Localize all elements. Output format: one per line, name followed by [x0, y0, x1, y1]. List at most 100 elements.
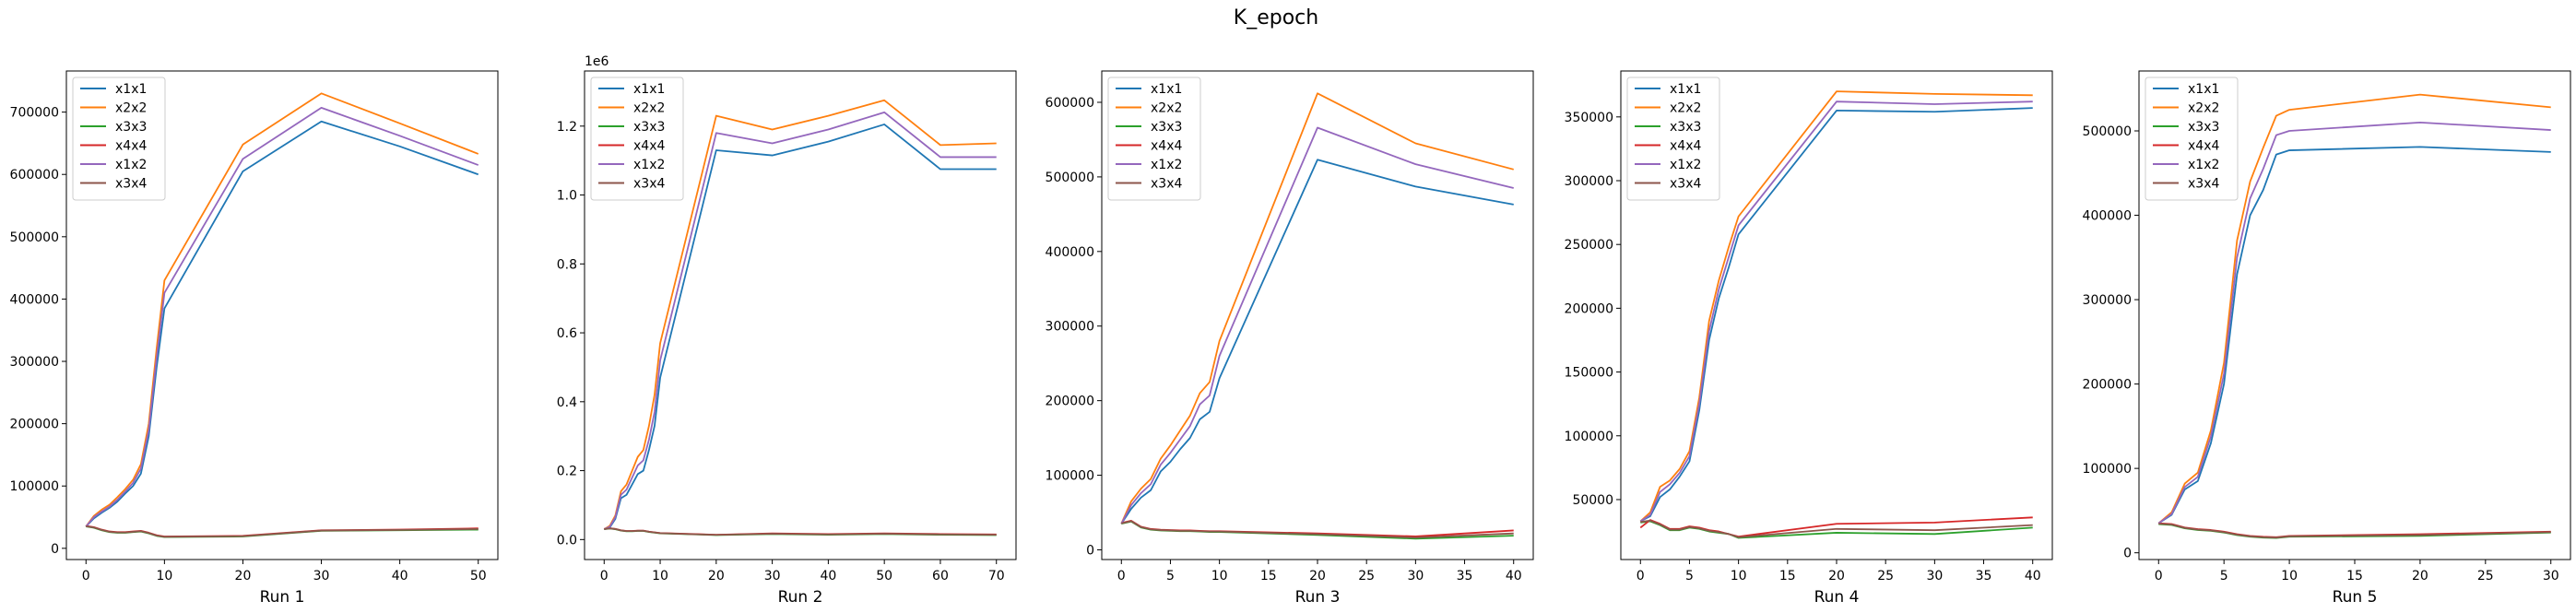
x-tick-label: 60: [932, 569, 949, 584]
series-line-x1x1: [1120, 159, 1514, 525]
y-tick-label: 300000: [2083, 293, 2132, 308]
legend-label-x4x4: x4x4: [1670, 139, 1701, 154]
y-tick-label: 50000: [1572, 493, 1613, 508]
legend-label-x3x3: x3x3: [1151, 120, 1182, 135]
y-tick-label: 250000: [1565, 238, 1613, 253]
y-tick-label: 0: [51, 542, 59, 557]
y-tick-label: 1.2: [557, 120, 577, 135]
y-tick-label: 400000: [10, 292, 59, 307]
series-line-x1x2: [603, 111, 997, 530]
y-tick-label: 0: [1086, 543, 1094, 558]
x-tick-label: 15: [1779, 569, 1796, 584]
x-tick-label: 30: [764, 569, 781, 584]
x-tick-label: 30: [1926, 569, 1943, 584]
y-tick-label: 300000: [10, 355, 59, 370]
series-line-x2x2: [85, 92, 479, 527]
x-tick-label: 5: [1166, 569, 1175, 584]
figure-title: K_epoch: [1234, 6, 1318, 29]
x-tick-label: 35: [1976, 569, 1992, 584]
x-tick-label: 20: [1309, 569, 1326, 584]
x-tick-label: 25: [1358, 569, 1375, 584]
y-tick-label: 700000: [10, 106, 59, 121]
x-tick-label: 10: [652, 569, 668, 584]
series-line-x1x2: [2157, 121, 2551, 525]
y-tick-label: 400000: [1046, 245, 1094, 260]
legend-label-x3x4: x3x4: [1670, 177, 1701, 192]
y-tick-label: 200000: [10, 418, 59, 432]
x-tick-label: 40: [820, 569, 836, 584]
x-tick-label: 20: [1828, 569, 1845, 584]
legend-label-x1x2: x1x2: [2188, 158, 2219, 172]
legend: x1x1 x2x2 x3x3 x4x4 x1x2 x3x4: [72, 77, 166, 201]
x-tick-label: 40: [1506, 569, 1522, 584]
legend: x1x1 x2x2 x3x3 x4x4 x1x2 x3x4: [2145, 77, 2239, 201]
legend-label-x4x4: x4x4: [2188, 139, 2219, 154]
legend-label-x3x4: x3x4: [115, 177, 147, 192]
x-tick-label: 10: [2281, 569, 2298, 584]
plot-frame: [65, 70, 499, 560]
subplot-1: 0 10 20 30 40 50 0 100000 200000 300000 400000 5000…: [10, 70, 499, 607]
legend-label-x1x2: x1x2: [633, 158, 665, 172]
y-tick-label: 0.4: [557, 395, 577, 410]
series-line-x3x4: [1121, 520, 1514, 539]
x-axis-label: Run 4: [1814, 588, 1860, 607]
legend-label-x4x4: x4x4: [633, 139, 665, 154]
y-tick-label: 500000: [2083, 124, 2132, 139]
y-tick-label: 100000: [1565, 430, 1613, 444]
legend-label-x1x2: x1x2: [1151, 158, 1182, 172]
x-tick-label: 25: [2477, 569, 2494, 584]
x-tick-label: 0: [1117, 569, 1126, 584]
legend-label-x3x4: x3x4: [633, 177, 665, 192]
x-tick-label: 30: [1407, 569, 1424, 584]
y-tick-label: 600000: [1046, 96, 1094, 111]
legend-label-x1x2: x1x2: [1670, 158, 1701, 172]
y-tick-label: 0.8: [557, 257, 577, 272]
series-line-x3x4: [2158, 523, 2551, 539]
x-tick-label: 5: [2220, 569, 2228, 584]
y-tick-label: 1.0: [557, 189, 577, 204]
series-line-x2x2: [1639, 90, 2033, 523]
subplots: 0 10 20 30 40 5001000002000003000004000005000…: [10, 54, 2571, 607]
x-tick-label: 30: [313, 569, 330, 584]
legend-label-x2x2: x2x2: [115, 101, 147, 116]
subplot-3: 0 5 10 15 20 25 30 35 40 0 100000 200000 300000 40000…: [1046, 70, 1534, 607]
x-tick-label: 30: [2543, 569, 2559, 584]
x-tick-label: 10: [156, 569, 172, 584]
x-tick-label: 0: [1637, 569, 1645, 584]
series-line-x2x2: [2157, 93, 2551, 525]
legend: x1x1 x2x2 x3x3 x4x4 x1x2 x3x4: [1107, 77, 1201, 201]
series-line-x1x2: [1120, 126, 1514, 525]
legend-label-x3x3: x3x3: [633, 120, 665, 135]
x-tick-label: 20: [235, 569, 252, 584]
y-tick-label: 0.6: [557, 326, 577, 341]
legend-label-x1x1: x1x1: [1151, 82, 1182, 97]
x-tick-label: 50: [876, 569, 892, 584]
x-axis-label: Run 1: [260, 588, 305, 607]
y-tick-label: 350000: [1565, 111, 1613, 125]
y-offset-label: 1e6: [585, 54, 609, 69]
y-tick-label: 100000: [10, 479, 59, 494]
legend-label-x2x2: x2x2: [633, 101, 665, 116]
y-tick-label: 200000: [2083, 378, 2132, 393]
y-tick-label: 400000: [2083, 209, 2132, 224]
x-tick-label: 0: [600, 569, 609, 584]
series-line-x2x2: [1120, 92, 1514, 525]
legend-label-x1x1: x1x1: [115, 82, 147, 97]
legend-label-x1x1: x1x1: [2188, 82, 2219, 97]
legend-label-x1x2: x1x2: [115, 158, 147, 172]
x-tick-label: 50: [470, 569, 487, 584]
x-tick-label: 70: [988, 569, 1005, 584]
series-line-x1x1: [1639, 107, 2033, 523]
y-tick-label: 300000: [1046, 320, 1094, 335]
series-line-x3x4: [604, 527, 997, 536]
y-tick-label: 100000: [1046, 469, 1094, 484]
x-tick-label: 40: [2025, 569, 2041, 584]
x-tick-label: 15: [1260, 569, 1277, 584]
x-tick-label: 20: [708, 569, 725, 584]
x-tick-label: 10: [1731, 569, 1747, 584]
legend-label-x3x4: x3x4: [1151, 177, 1182, 192]
legend-label-x2x2: x2x2: [1151, 101, 1182, 116]
legend: x1x1 x2x2 x3x3 x4x4 x1x2 x3x4: [590, 77, 684, 201]
y-tick-label: 100000: [2083, 462, 2132, 477]
